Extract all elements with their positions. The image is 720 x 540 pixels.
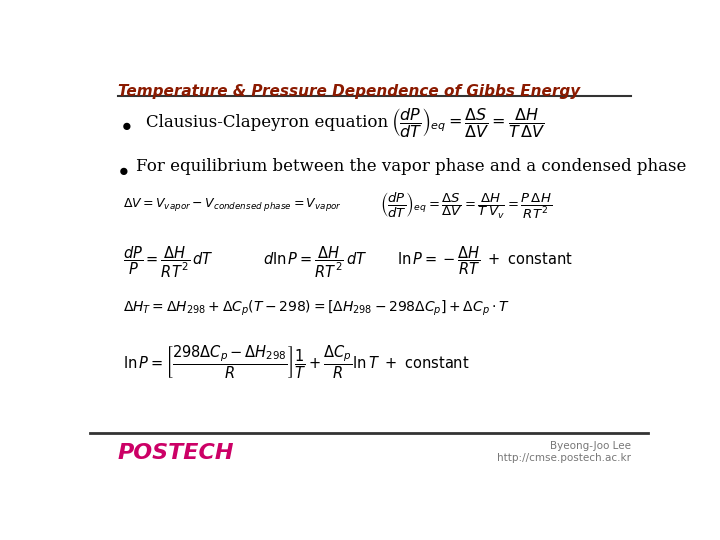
Text: $d\ln P = \dfrac{\Delta H}{RT^2}\,dT$: $d\ln P = \dfrac{\Delta H}{RT^2}\,dT$	[263, 245, 367, 280]
Text: Clausius-Clapeyron equation: Clausius-Clapeyron equation	[145, 114, 388, 131]
Text: $\Delta V = V_{vapor} - V_{condensed\ phase} = V_{vapor}$: $\Delta V = V_{vapor} - V_{condensed\ ph…	[124, 196, 343, 213]
Text: For equilibrium between the vapor phase and a condensed phase: For equilibrium between the vapor phase …	[136, 158, 686, 176]
Text: Temperature & Pressure Dependence of Gibbs Energy: Temperature & Pressure Dependence of Gib…	[118, 84, 580, 98]
Text: $\ln P = -\dfrac{\Delta H}{RT}\ +\ \mathrm{constant}$: $\ln P = -\dfrac{\Delta H}{RT}\ +\ \math…	[397, 245, 573, 277]
Text: Byeong-Joo Lee
http://cmse.postech.ac.kr: Byeong-Joo Lee http://cmse.postech.ac.kr	[498, 441, 631, 463]
Text: POSTECH: POSTECH	[118, 443, 235, 463]
Text: $\dfrac{dP}{P} = \dfrac{\Delta H}{RT^2}\,dT$: $\dfrac{dP}{P} = \dfrac{\Delta H}{RT^2}\…	[124, 245, 214, 280]
Text: $\bullet$: $\bullet$	[118, 113, 132, 137]
Text: $\Delta H_T = \Delta H_{298} + \Delta C_p(T-298) = [\Delta H_{298} - 298\Delta C: $\Delta H_T = \Delta H_{298} + \Delta C_…	[124, 299, 510, 318]
Text: $\left(\dfrac{dP}{dT}\right)_{eq} = \dfrac{\Delta S}{\Delta V} = \dfrac{\Delta H: $\left(\dfrac{dP}{dT}\right)_{eq} = \dfr…	[392, 106, 546, 139]
Text: $\ln P = \left[\dfrac{298\Delta C_p - \Delta H_{298}}{R}\right]\dfrac{1}{T} + \d: $\ln P = \left[\dfrac{298\Delta C_p - \D…	[124, 343, 470, 381]
Text: $\left(\dfrac{dP}{dT}\right)_{eq} = \dfrac{\Delta S}{\Delta V} = \dfrac{\Delta H: $\left(\dfrac{dP}{dT}\right)_{eq} = \dfr…	[380, 191, 552, 220]
Text: $\bullet$: $\bullet$	[115, 158, 129, 183]
